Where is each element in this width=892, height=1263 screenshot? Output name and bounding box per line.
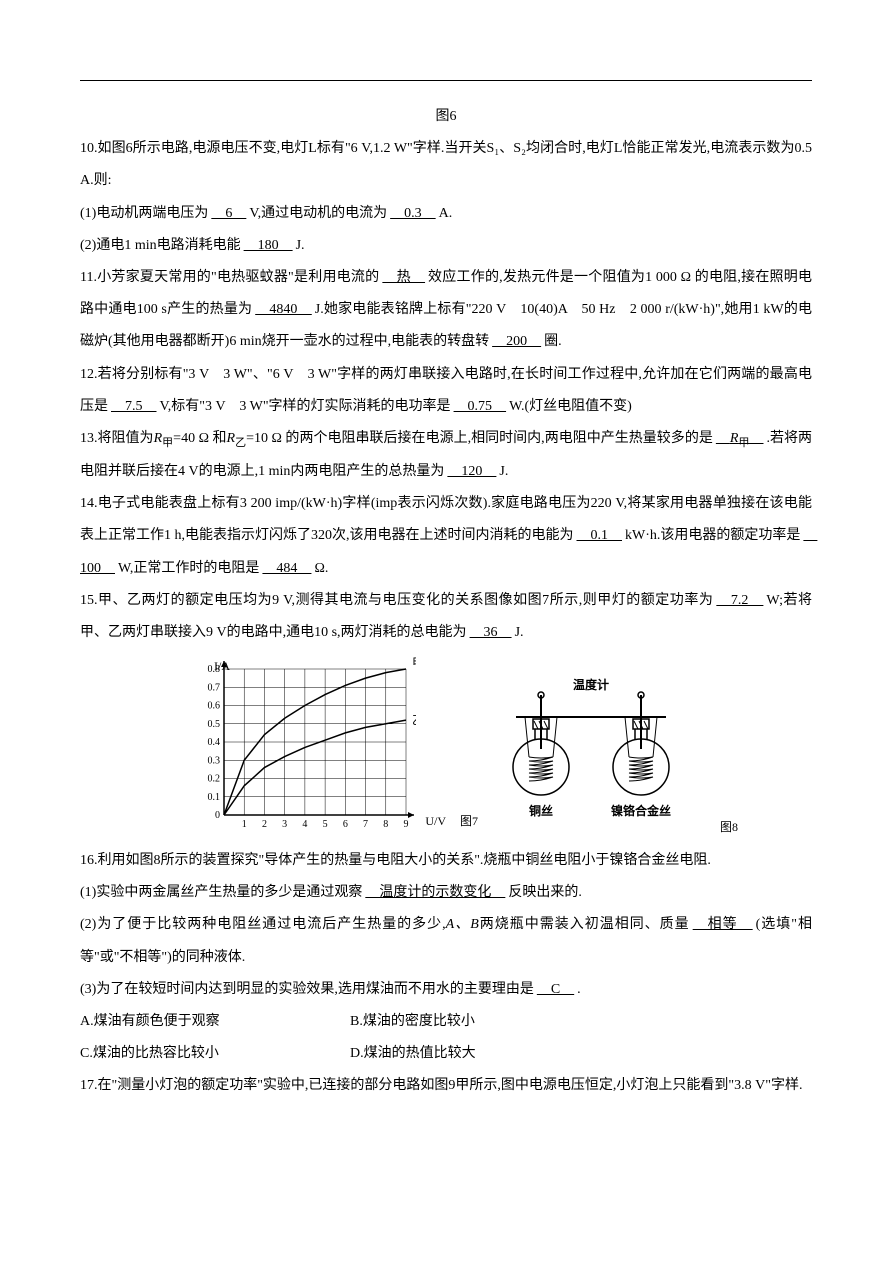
question-10-stem: 10.如图6所示电路,电源电压不变,电灯L标有"6 V,1.2 W"字样.当开关… — [80, 133, 812, 197]
q16-p3b: . — [577, 982, 581, 997]
chart-xlabel: U/V — [425, 808, 446, 836]
q10-p2a: (2)通电1 min电路消耗电能 — [80, 238, 241, 253]
q16-p3a: (3)为了在较短时间内达到明显的实验效果,选用煤油而不用水的主要理由是 — [80, 982, 534, 997]
q10-p1a: (1)电动机两端电压为 — [80, 206, 208, 221]
q11-ans3: 200 — [489, 334, 544, 349]
q14-b: kW·h.该用电器的额定功率是 — [625, 528, 800, 543]
q10-ans3: 180 — [241, 238, 296, 253]
q13-ans1: R甲 — [713, 431, 767, 446]
q16-ans3: C — [534, 982, 577, 997]
chart-ylabel: I/A — [214, 653, 230, 681]
q16-ans2: 相等 — [690, 917, 756, 932]
q16-p2b: 两烧瓶中需装入初温相同、质量 — [479, 917, 690, 932]
figure-8-caption: 图8 — [720, 814, 738, 842]
q14-ans1: 0.1 — [574, 528, 626, 543]
svg-text:8: 8 — [383, 819, 388, 830]
svg-text:0.7: 0.7 — [208, 682, 221, 693]
q16-p2a: (2)为了便于比较两种电阻丝通过电流后产生热量的多少, — [80, 917, 446, 932]
q13-a: 13.将阻值为 — [80, 431, 154, 446]
q14-d: Ω. — [314, 561, 328, 576]
q12-ans1: 7.5 — [108, 399, 160, 414]
svg-text:镍铬合金丝: 镍铬合金丝 — [611, 803, 671, 818]
q12-b: V,标有"3 V 3 W"字样的灯实际消耗的电功率是 — [160, 399, 451, 414]
q14-c: W,正常工作时的电阻是 — [118, 561, 259, 576]
q16-option-c: C.煤油的比热容比较小 — [80, 1038, 350, 1070]
svg-text:甲: 甲 — [412, 657, 416, 670]
figure-8-diagram: 温度计铜丝镍铬合金丝 图8 — [476, 677, 706, 837]
svg-text:1: 1 — [242, 819, 247, 830]
q14-ans3: 484 — [259, 561, 314, 576]
q16-ans1: 温度计的示数变化 — [362, 885, 508, 900]
q15-a: 15.甲、乙两灯的额定电压均为9 V,测得其电流与电压变化的关系图像如图7所示,… — [80, 593, 713, 608]
svg-text:9: 9 — [404, 819, 409, 830]
q13-r2-sub: 乙 — [235, 437, 246, 449]
q13-r1-sub: 甲 — [162, 437, 173, 449]
question-17-stem: 17.在"测量小灯泡的额定功率"实验中,已连接的部分电路如图9甲所示,图中电源电… — [80, 1070, 812, 1102]
q15-ans1: 7.2 — [713, 593, 766, 608]
svg-text:乙: 乙 — [412, 713, 416, 727]
svg-text:铜丝: 铜丝 — [529, 803, 553, 818]
q15-ans2: 36 — [467, 625, 515, 640]
q13-r2-val: =10 Ω 的两个电阻串联后接在电源上,相同时间内,两电阻中产生热量较多的是 — [246, 431, 713, 446]
q12-ans2: 0.75 — [451, 399, 510, 414]
q15-c: J. — [515, 625, 524, 640]
svg-text:7: 7 — [363, 819, 368, 830]
q10-p1c: A. — [439, 206, 453, 221]
svg-text:3: 3 — [282, 819, 287, 830]
q13-r1-val: =40 Ω 和 — [173, 431, 226, 446]
svg-text:5: 5 — [323, 819, 328, 830]
figure-7-chart: I/A 00.10.20.30.40.50.60.70.8123456789甲乙… — [186, 657, 416, 837]
q10-p2b: J. — [296, 238, 305, 253]
svg-text:0.4: 0.4 — [208, 737, 221, 748]
q10-ans1: 6 — [208, 206, 249, 221]
q16-option-d: D.煤油的热值比较大 — [350, 1038, 476, 1070]
q12-c: W.(灯丝电阻值不变) — [509, 399, 632, 414]
q10-p1b: V,通过电动机的电流为 — [249, 206, 387, 221]
svg-text:2: 2 — [262, 819, 267, 830]
q16-AB: A、B — [446, 917, 479, 932]
q13-ans2: 120 — [444, 464, 499, 479]
figure-6-caption: 图6 — [80, 101, 812, 133]
svg-text:0: 0 — [215, 810, 220, 821]
svg-text:0.6: 0.6 — [208, 701, 221, 712]
q11-a: 11.小芳家夏天常用的"电热驱蚊器"是利用电流的 — [80, 270, 379, 285]
q11-ans2: 4840 — [252, 302, 315, 317]
q16-p1b: 反映出来的. — [508, 885, 582, 900]
svg-text:0.5: 0.5 — [208, 719, 221, 730]
question-16-stem: 16.利用如图8所示的装置探究"导体产生的热量与电阻大小的关系".烧瓶中铜丝电阻… — [80, 845, 812, 877]
q11-ans1: 热 — [379, 270, 428, 285]
svg-text:0.2: 0.2 — [208, 774, 221, 785]
svg-text:温度计: 温度计 — [573, 677, 609, 692]
svg-text:4: 4 — [302, 819, 307, 830]
svg-text:0.1: 0.1 — [208, 792, 221, 803]
q13-c: J. — [499, 464, 508, 479]
q10-ans2: 0.3 — [387, 206, 439, 221]
q16-option-a: A.煤油有颜色便于观察 — [80, 1006, 350, 1038]
q13-r2-sym: R — [227, 431, 236, 446]
svg-text:0.3: 0.3 — [208, 755, 221, 766]
q11-d: 圈. — [544, 334, 562, 349]
q16-option-b: B.煤油的密度比较小 — [350, 1006, 475, 1038]
q16-p1a: (1)实验中两金属丝产生热量的多少是通过观察 — [80, 885, 362, 900]
svg-text:6: 6 — [343, 819, 348, 830]
q13-r1-sym: R — [154, 431, 163, 446]
